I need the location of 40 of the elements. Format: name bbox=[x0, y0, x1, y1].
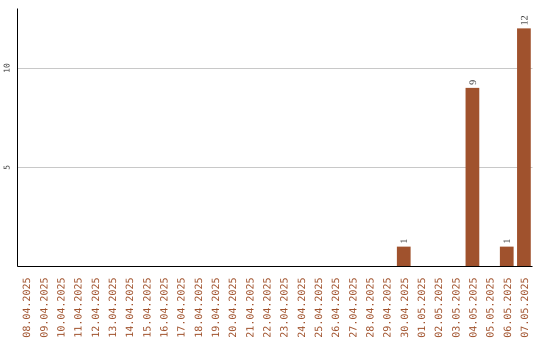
x-tick-label: 28.04.2025 bbox=[365, 277, 376, 338]
data-label: 9 bbox=[468, 80, 479, 85]
x-tick-label: 17.04.2025 bbox=[176, 277, 188, 338]
x-tick-label: 02.05.2025 bbox=[434, 277, 446, 338]
x-tick-label: 23.04.2025 bbox=[280, 277, 291, 338]
x-tick-label: 19.04.2025 bbox=[210, 277, 222, 338]
x-tick-label: 04.05.2025 bbox=[468, 277, 480, 338]
x-tick-label: 29.04.2025 bbox=[382, 277, 394, 338]
x-tick-label: 21.04.2025 bbox=[245, 277, 256, 338]
x-tick-label: 03.05.2025 bbox=[451, 277, 462, 338]
bar bbox=[396, 246, 411, 266]
x-tick-label: 08.04.2025 bbox=[22, 277, 34, 338]
x-tick-label: 20.04.2025 bbox=[228, 277, 240, 338]
x-tick-label: 01.05.2025 bbox=[416, 277, 428, 338]
x-tick-label: 30.04.2025 bbox=[400, 277, 411, 338]
y-tick-label: 5 bbox=[2, 164, 12, 170]
x-tick-label: 05.05.2025 bbox=[486, 277, 497, 338]
x-tick-label: 06.05.2025 bbox=[502, 277, 514, 338]
bar bbox=[466, 88, 480, 266]
x-tick-label: 10.04.2025 bbox=[56, 277, 68, 338]
x-tick-label: 13.04.2025 bbox=[108, 277, 119, 338]
x-tick-label: 24.04.2025 bbox=[296, 277, 308, 338]
x-tick-label: 22.04.2025 bbox=[262, 277, 274, 338]
x-tick-label: 15.04.2025 bbox=[142, 277, 154, 338]
data-label: 1 bbox=[399, 238, 410, 244]
x-tick-label: 27.04.2025 bbox=[348, 277, 360, 338]
x-tick-label: 07.05.2025 bbox=[520, 277, 531, 338]
x-tick-label: 09.04.2025 bbox=[39, 277, 50, 338]
bar bbox=[500, 246, 514, 266]
x-tick-label: 25.04.2025 bbox=[314, 277, 325, 338]
x-tick-label: 14.04.2025 bbox=[125, 277, 136, 338]
x-tick-label: 16.04.2025 bbox=[159, 277, 170, 338]
x-tick-label: 18.04.2025 bbox=[194, 277, 205, 338]
x-tick-label: 26.04.2025 bbox=[331, 277, 342, 338]
y-tick-label: 10 bbox=[2, 63, 12, 73]
x-tick-label: 12.04.2025 bbox=[90, 277, 102, 338]
bar bbox=[517, 28, 531, 266]
data-label: 12 bbox=[519, 15, 530, 26]
data-label: 1 bbox=[502, 238, 514, 244]
x-tick-label: 11.04.2025 bbox=[74, 277, 85, 338]
